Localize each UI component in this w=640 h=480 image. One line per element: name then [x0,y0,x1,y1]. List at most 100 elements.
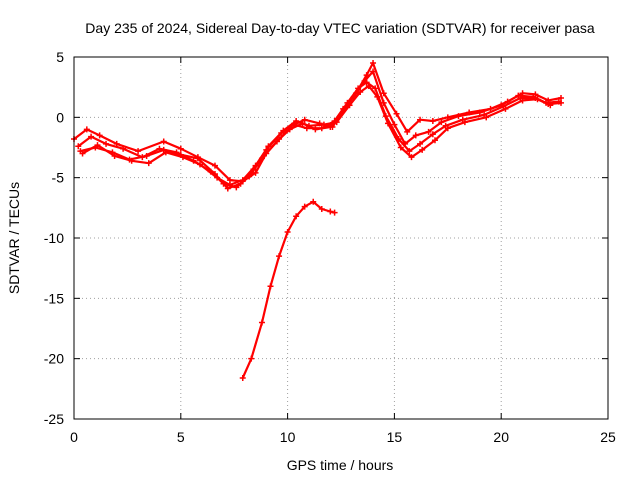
data-point [455,113,462,120]
data-point [162,149,169,156]
data-point [404,128,411,135]
data-point [194,155,201,162]
data-point [419,146,426,153]
data-point [258,319,265,326]
x-tick-label: 20 [493,429,509,445]
data-point [284,228,291,235]
data-point [75,143,82,150]
data-point [393,110,400,117]
data-point [333,119,340,126]
data-point [111,152,118,159]
y-axis-label: SDTVAR / TECUs [6,182,22,294]
data-point [197,161,204,168]
data-point [502,105,509,112]
data-point [83,126,90,133]
data-point [357,88,364,95]
data-point [534,96,541,103]
data-point [327,208,334,215]
series-line-track-5 [241,200,336,380]
data-point [370,60,377,67]
data-point [444,125,451,132]
y-tick-label: 5 [56,49,64,65]
data-point [417,140,424,147]
x-axis-label: GPS time / hours [287,457,394,473]
y-tick-label: -25 [44,411,64,427]
data-point [179,154,186,161]
y-tick-label: -5 [52,170,65,186]
data-point [384,120,391,127]
data-point [293,213,300,220]
data-point [363,79,370,86]
data-point [145,160,152,167]
data-point [483,114,490,121]
data-point [370,68,377,75]
y-tick-label: -20 [44,351,64,367]
data-point [327,123,334,130]
data-point [547,102,554,109]
data-point [160,138,167,145]
data-point [406,148,413,155]
data-point [224,185,231,192]
data-point [267,283,274,290]
x-tick-label: 15 [387,429,403,445]
data-point [429,131,436,138]
data-point [128,157,135,164]
chart-title: Day 235 of 2024, Sidereal Day-to-day VTE… [85,20,595,36]
y-tick-label: -10 [44,230,64,246]
data-series [71,60,565,381]
data-point [318,206,325,213]
data-point [331,209,338,216]
data-point [476,109,483,116]
data-point [305,122,312,129]
data-point [558,99,565,106]
data-point [211,162,218,169]
data-point [88,133,95,140]
data-point [248,355,255,362]
data-point [265,143,272,150]
x-tick-label: 0 [70,429,78,445]
data-point [143,152,150,159]
data-point [276,253,283,260]
data-point [318,125,325,132]
data-point [239,374,246,381]
data-point [252,162,259,169]
data-point [135,148,142,155]
data-point [431,137,438,144]
data-point [380,90,387,97]
grid-lines [74,57,608,419]
data-point [79,150,86,157]
data-point [519,97,526,104]
y-tick-label: 0 [56,109,64,125]
data-point [226,181,233,188]
data-point [391,121,398,128]
data-point [372,85,379,92]
data-point [408,154,415,161]
data-point [280,127,287,134]
data-point [461,119,468,126]
series-line-track-4 [81,84,552,186]
data-point [293,117,300,124]
data-point [365,82,372,89]
data-point [120,145,127,152]
data-point [412,132,419,139]
data-point [177,145,184,152]
y-tick-label: -15 [44,290,64,306]
data-point [310,198,317,205]
data-point [374,93,381,100]
series-line-track-2 [77,70,561,189]
data-point [94,142,101,149]
data-point [346,102,353,109]
data-point [103,140,110,147]
data-point [239,177,246,184]
data-point [96,132,103,139]
data-point [320,121,327,128]
data-point [301,116,308,123]
data-point [429,117,436,124]
axis-ticks: 0 5 10 15 20 25 5 0 -5 -10 -15 -20 -25 [44,49,616,445]
data-point [417,116,424,123]
data-point [425,128,432,135]
data-point [438,119,445,126]
series-line-track-3 [79,81,563,190]
data-point [355,85,362,92]
